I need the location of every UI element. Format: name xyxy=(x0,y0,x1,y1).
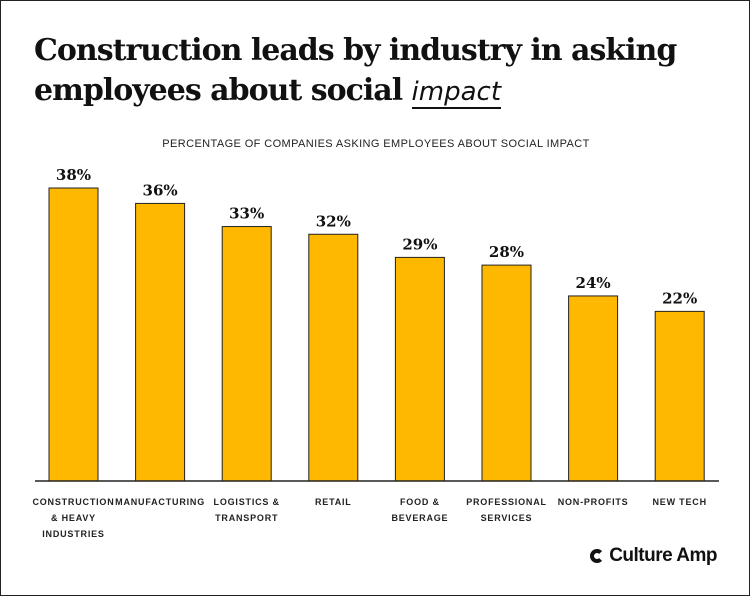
data-label: 38% xyxy=(56,166,91,184)
bar xyxy=(48,187,99,482)
category-label: NEW TECH xyxy=(652,497,706,507)
chart-title: Construction leads by industry in asking… xyxy=(34,31,749,112)
category-label: NON-PROFITS xyxy=(558,497,629,507)
bar xyxy=(135,202,186,482)
data-label: 24% xyxy=(576,274,611,292)
bar xyxy=(308,233,359,482)
bar xyxy=(221,226,272,482)
data-label: 29% xyxy=(402,235,437,253)
culture-amp-c-icon xyxy=(590,549,605,563)
category-label: CONSTRUCTION xyxy=(32,497,114,507)
data-label: 33% xyxy=(229,205,264,223)
category-label: BEVERAGE xyxy=(391,513,448,523)
category-label: & HEAVY xyxy=(51,513,96,523)
title-text: Construction leads by industry in asking… xyxy=(34,33,677,108)
bar xyxy=(481,264,532,482)
category-label: FOOD & xyxy=(400,497,440,507)
bar xyxy=(394,256,445,482)
culture-amp-logo: Culture Amp xyxy=(590,545,717,567)
data-label: 22% xyxy=(662,289,697,307)
category-label: SERVICES xyxy=(481,513,533,523)
bar xyxy=(654,310,705,482)
brand-name: Culture Amp xyxy=(609,545,717,566)
category-label: INDUSTRIES xyxy=(42,529,105,539)
title-emphasis: impact xyxy=(411,77,502,109)
category-label: TRANSPORT xyxy=(215,513,278,523)
bar xyxy=(568,295,619,482)
chart-subtitle: PERCENTAGE OF COMPANIES ASKING EMPLOYEES… xyxy=(162,138,590,150)
data-label: 28% xyxy=(489,243,524,261)
category-label: RETAIL xyxy=(315,497,352,507)
data-label: 32% xyxy=(316,212,351,230)
category-label: PROFESSIONAL xyxy=(466,497,547,507)
category-label: MANUFACTURING xyxy=(115,497,205,507)
category-label: LOGISTICS & xyxy=(214,497,280,507)
data-label: 36% xyxy=(143,181,178,199)
